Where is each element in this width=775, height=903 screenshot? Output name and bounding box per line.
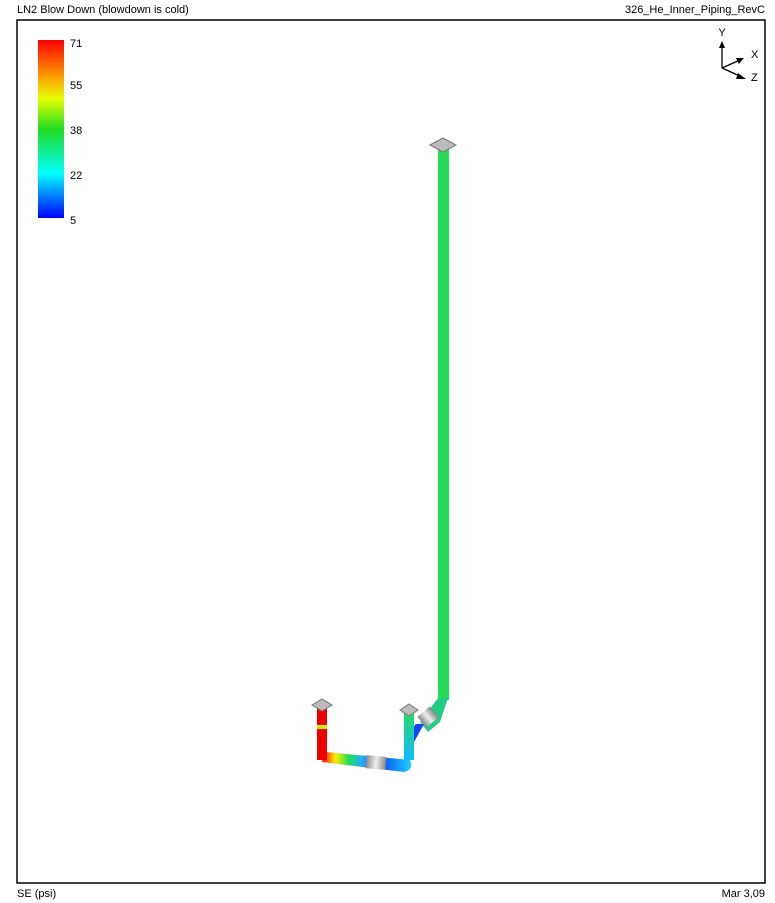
units-label: SE (psi) <box>17 888 56 900</box>
legend-label: 38 <box>70 125 82 137</box>
plot-frame <box>17 20 765 883</box>
plot-title: LN2 Blow Down (blowdown is cold) <box>17 4 189 16</box>
page: LN2 Blow Down (blowdown is cold) 326_He_… <box>0 0 775 903</box>
viewport: LN2 Blow Down (blowdown is cold) 326_He_… <box>0 0 775 903</box>
pipe <box>404 712 414 760</box>
legend-label: 22 <box>70 170 82 182</box>
legend-label: 55 <box>70 80 82 92</box>
model-name: 326_He_Inner_Piping_RevC <box>625 4 765 16</box>
pipe <box>317 708 327 760</box>
bellows <box>365 755 386 770</box>
legend-label: 71 <box>70 38 82 50</box>
axis-label: X <box>751 49 759 61</box>
pipe <box>438 148 449 700</box>
date-label: Mar 3,09 <box>722 888 765 900</box>
color-bar <box>38 40 64 218</box>
axis-label: Z <box>751 72 758 84</box>
pipe-ring <box>317 725 327 729</box>
legend-label: 5 <box>70 215 76 227</box>
axis-label: Y <box>718 27 726 39</box>
